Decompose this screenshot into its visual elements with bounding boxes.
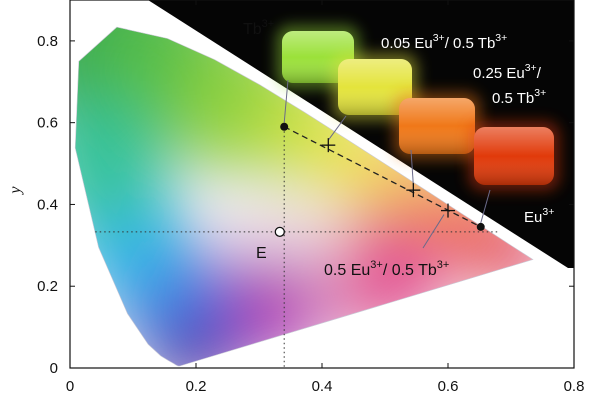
label-e: E [256, 245, 267, 262]
x-tick-label: 0.8 [564, 378, 585, 395]
leader-line [410, 149, 414, 186]
y-axis-title: y [7, 186, 24, 196]
label-05tb: 0.5 Tb3+ [492, 87, 546, 107]
y-tick-label: 0.8 [37, 33, 58, 50]
point-marker [280, 122, 289, 131]
y-tick-label: 0.2 [37, 278, 58, 295]
leader-line [422, 214, 445, 249]
label-tb: Tb3+ [243, 18, 274, 38]
cross-marker [441, 203, 455, 218]
label-eu: Eu3+ [524, 206, 554, 226]
x-tick-label: 0.2 [186, 378, 207, 395]
label-025eu: 0.25 Eu3+/ [473, 62, 542, 82]
photo-background [148, 0, 574, 268]
sample-photograph [148, 0, 574, 268]
x-tick-label: 0.6 [438, 378, 459, 395]
label-005eu-05tb: 0.05 Eu3+/ 0.5 Tb3+ [381, 32, 507, 52]
label-05eu-05tb: 0.5 Eu3+/ 0.5 Tb3+ [324, 259, 449, 279]
x-tick-label: 0.4 [312, 378, 333, 395]
phosphor-sample-block [332, 53, 418, 121]
leader-line [283, 79, 289, 123]
point-marker [476, 222, 485, 231]
y-tick-label: 0.4 [37, 196, 58, 213]
cross-marker [321, 138, 336, 153]
white-point-marker [274, 226, 285, 237]
cross-marker [406, 183, 421, 198]
y-tick-label: 0 [50, 360, 58, 377]
y-tick-label: 0.6 [37, 115, 58, 132]
phosphor-sample-block [468, 121, 560, 191]
x-tick-label: 0 [66, 378, 74, 395]
annotations: Tb3+ 0.05 Eu3+/ 0.5 Tb3+ 0.25 Eu3+/ 0.5 … [243, 18, 554, 279]
phosphor-sample-block [393, 92, 481, 160]
leader-line [327, 115, 347, 141]
spectral-locus [74, 26, 534, 367]
leader-line [480, 189, 491, 224]
